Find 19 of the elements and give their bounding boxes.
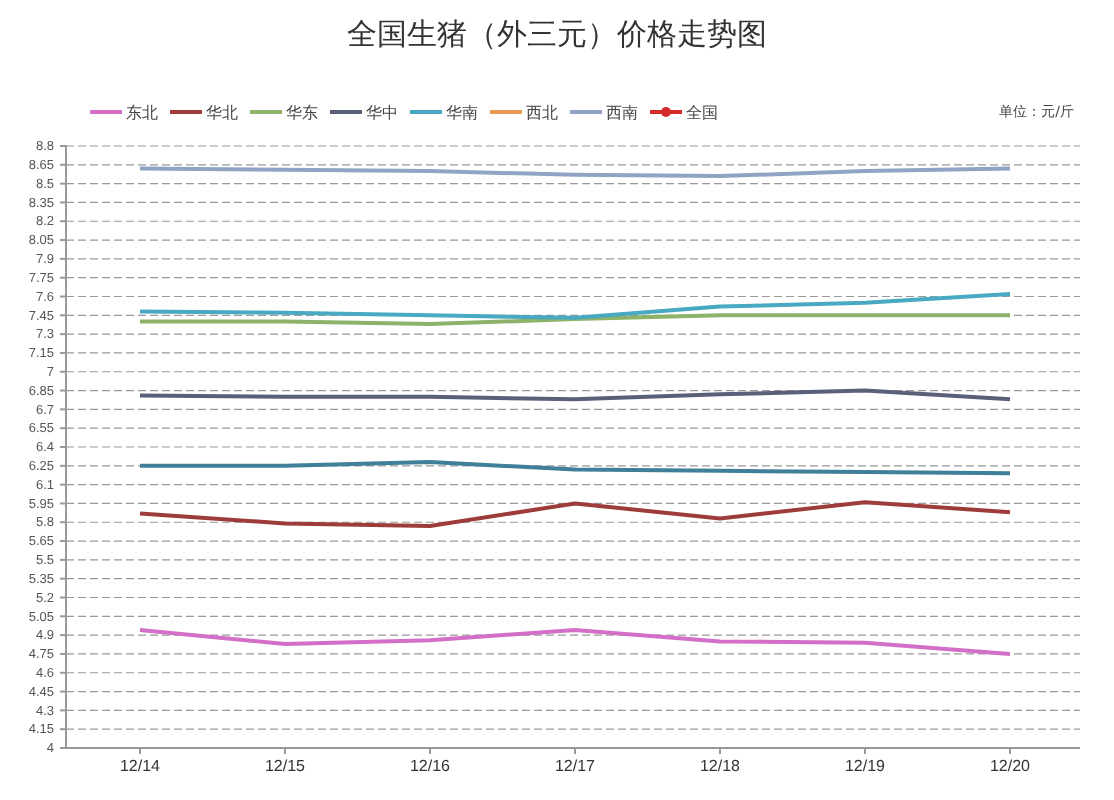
legend-label: 西南 [606, 104, 638, 122]
x-tick-label: 12/18 [699, 757, 742, 776]
line-series [138, 628, 1012, 656]
legend-label: 华南 [446, 104, 478, 122]
chart-title: 全国生猪（外三元）价格走势图 [347, 16, 767, 52]
x-tick-label: 12/14 [119, 757, 162, 776]
x-tick-label: 12/19 [844, 757, 887, 776]
x-tick-label: 12/16 [409, 757, 452, 776]
line-series [138, 291, 1012, 320]
x-tick-label: 12/17 [554, 757, 597, 776]
legend-label: 华北 [206, 104, 238, 122]
legend-label: 全国 [686, 104, 718, 122]
line-series [138, 500, 1012, 529]
legend-label: 东北 [126, 104, 158, 122]
x-tick-label: 12/15 [264, 757, 307, 776]
legend-label: 华中 [366, 104, 398, 122]
legend-label: 华东 [286, 104, 318, 122]
legend-label: 西北 [526, 104, 558, 122]
x-tick-label: 12/20 [989, 757, 1032, 776]
